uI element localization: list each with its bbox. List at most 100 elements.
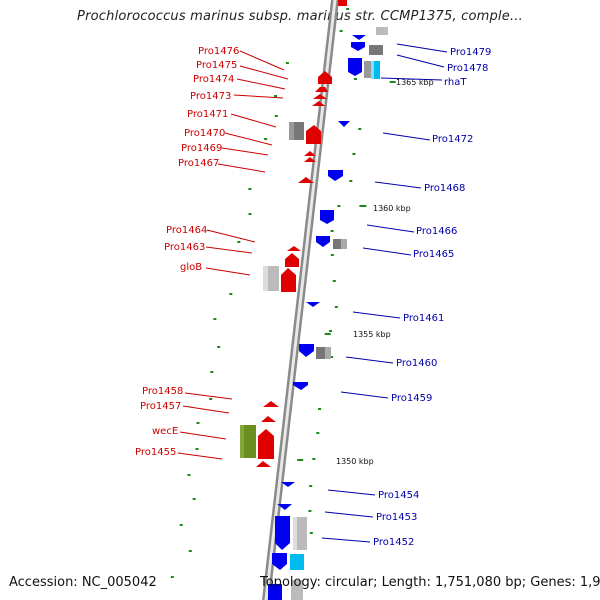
tick-mark [337,205,341,207]
tick-mark [358,128,362,130]
gene-pro1474[interactable]: Pro1474 [193,74,327,99]
tick-mark [188,550,192,552]
gene-pro1471[interactable]: Pro1471 [187,109,304,140]
gene-pro1463[interactable]: Pro1463 [164,242,299,267]
tick-mark [308,510,312,512]
tick-mark [330,230,334,232]
tick-mark [217,346,221,348]
tick-mark [179,524,183,526]
tick-mark [297,459,304,461]
gene-label-pro1458: Pro1458 [142,386,183,397]
gene-label-pro1461: Pro1461 [403,313,444,324]
gene-pro1457[interactable]: Pro1457 [140,401,276,422]
gene-pro1455[interactable]: Pro1455 [135,447,271,467]
gene-pro1454[interactable]: Pro1454 [281,482,419,501]
tick-mark [339,30,343,32]
gene-pro1459[interactable]: Pro1459 [293,382,432,404]
cyan-feature[interactable] [290,554,304,570]
gene-pro1453[interactable]: Pro1453 [277,504,417,523]
tick-mark [389,81,396,83]
gene-glob[interactable]: gloB [180,262,296,292]
tick-mark [264,138,268,140]
tick-mark [316,432,320,434]
gene-pro1468[interactable]: Pro1468 [328,170,465,194]
gene-pro1458[interactable]: Pro1458 [142,386,279,407]
gene-label-pro1468: Pro1468 [424,183,465,194]
gene-label-pro1466: Pro1466 [416,226,457,237]
tick-mark [229,293,233,295]
tick-mark [359,205,367,207]
gene-label-pro1467: Pro1467 [178,158,219,169]
tick-mark [196,422,200,424]
gene-pro1472[interactable]: Pro1472 [338,121,473,145]
gene-label-pro1465: Pro1465 [413,249,454,260]
gene-pro1466[interactable]: Pro1466 [320,210,457,237]
gene-label-pro1457: Pro1457 [140,401,181,412]
tick-mark [237,241,241,243]
gene-label-rhat: rhaT [444,77,467,88]
gene-label-pro1478: Pro1478 [447,63,488,74]
gene-pro1465[interactable]: Pro1465 [316,236,454,260]
gene-pro1467[interactable]: Pro1467 [178,158,314,183]
tick-mark [285,62,289,64]
gene-label-pro1464: Pro1464 [166,225,207,236]
gene-pro1452[interactable]: Pro1452 [275,516,414,550]
tick-mark [330,356,334,358]
gene-rhat[interactable]: rhaT [371,61,467,88]
gene-label-pro1459: Pro1459 [391,393,432,404]
gene-pro1460[interactable]: Pro1460 [299,344,437,369]
coordinate-label-1360: 1360 kbp [373,204,411,213]
map-title: Prochlorococcus marinus subsp. marinus s… [77,9,523,24]
gray-feature[interactable] [376,27,388,35]
topology-label: Topology: circular; Length: 1,751,080 bp… [260,575,600,590]
tick-mark [192,498,196,500]
gene-pro1469[interactable]: Pro1469 [181,143,316,162]
gene-label-wece: wecE [152,426,178,437]
tick-mark [195,448,199,450]
gene-pro1473[interactable]: Pro1473 [190,91,325,106]
gene-label-pro1455: Pro1455 [135,447,176,458]
gene-pro1478[interactable]: Pro1478 [348,54,488,78]
gene-label-glob: gloB [180,262,202,273]
tick-mark [318,408,322,410]
coordinate-label-1350: 1350 kbp [336,457,374,466]
gene-wece[interactable]: wecE [152,425,274,459]
gene-label-pro1473: Pro1473 [190,91,231,102]
tick-mark [330,254,334,256]
accession-label: Accession: NC_005042 [9,575,157,590]
tick-mark [274,95,278,97]
gene-pro1464[interactable]: Pro1464 [166,225,301,251]
gene-label-pro1471: Pro1471 [187,109,228,120]
tick-mark [248,213,252,215]
gray-feature[interactable] [291,580,303,600]
gene-label-pro1460: Pro1460 [396,358,437,369]
tick-mark [210,371,214,373]
tick-mark [209,398,213,400]
gene-pro1461[interactable]: Pro1461 [306,302,444,324]
tick-mark [346,8,350,10]
gene-pro1479[interactable]: Pro1479 [351,42,491,58]
forward-strand-gene[interactable] [268,584,282,600]
tick-mark [213,318,217,320]
tick-mark [329,330,333,332]
gene-label-pro1469: Pro1469 [181,143,222,154]
tick-mark [334,306,338,308]
tick-mark [352,153,356,155]
reverse-strand-gene[interactable] [338,0,347,6]
gene-pro1476[interactable]: Pro1476 [198,46,332,84]
genome-backbone-highlight [264,0,337,600]
coordinate-label-1365: 1365 kbp [396,78,434,87]
forward-strand-gene[interactable] [352,35,366,40]
tick-mark [309,485,313,487]
forward-strand-gene[interactable] [272,553,287,570]
gene-pro1470[interactable]: Pro1470 [184,125,321,146]
gene-pro1475[interactable]: Pro1475 [196,60,328,92]
gene-label-pro1453: Pro1453 [376,512,417,523]
gene-label-pro1463: Pro1463 [164,242,205,253]
tick-mark [354,78,357,80]
tick-mark [274,115,278,117]
gene-label-pro1470: Pro1470 [184,128,225,139]
tick-mark [312,458,316,460]
tick-mark [324,333,331,335]
